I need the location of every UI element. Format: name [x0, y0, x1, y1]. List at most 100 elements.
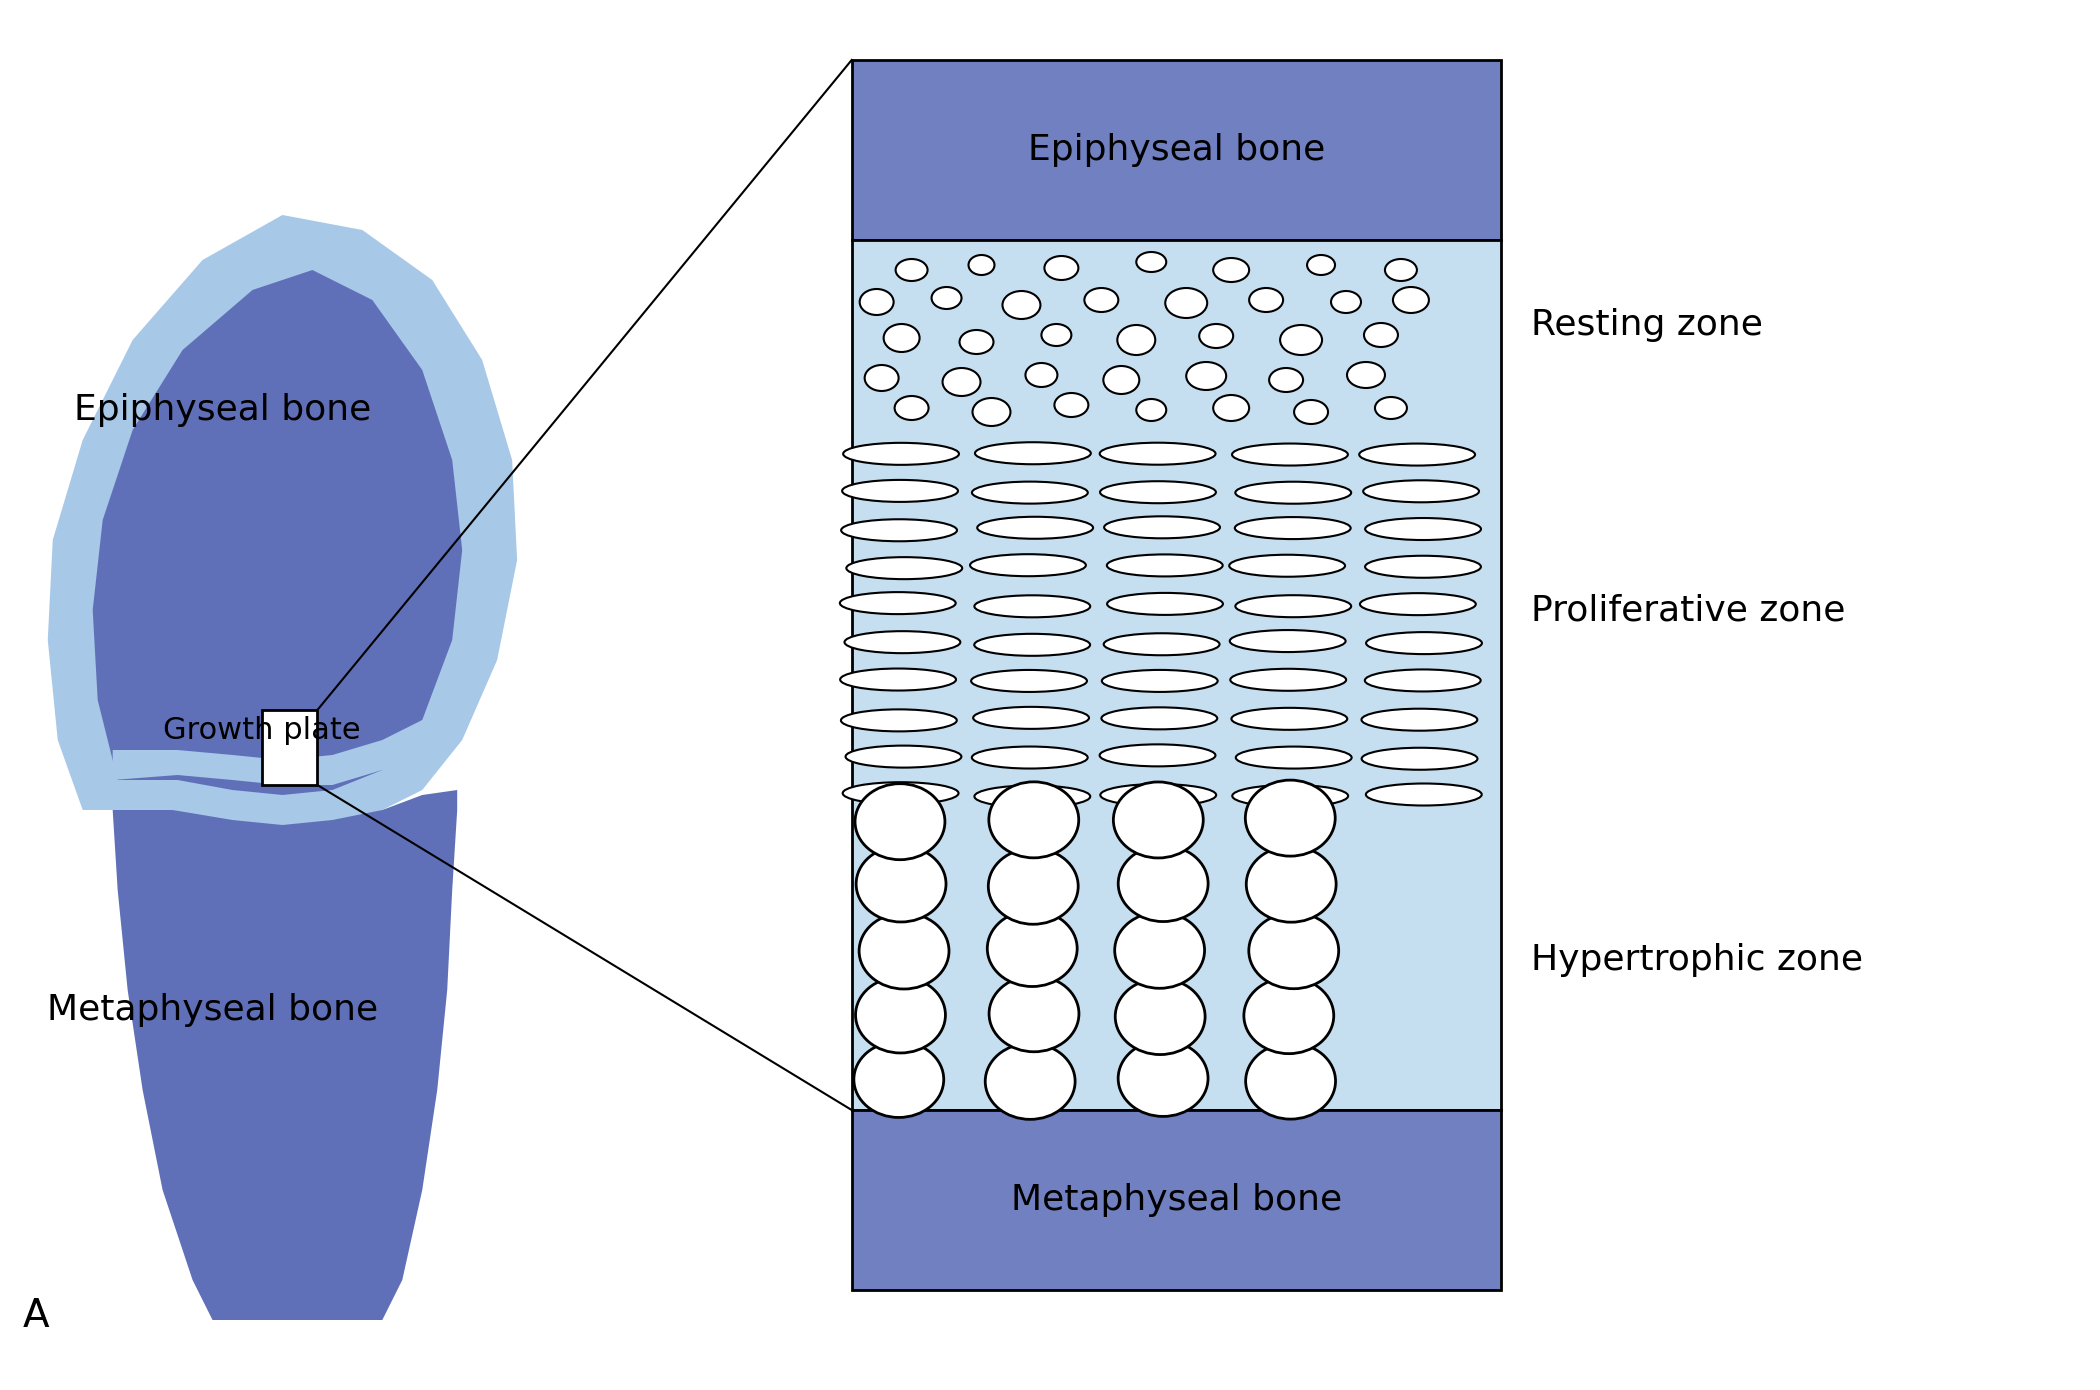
Ellipse shape	[1115, 979, 1205, 1055]
Ellipse shape	[1231, 669, 1346, 691]
Ellipse shape	[1346, 361, 1386, 388]
Ellipse shape	[974, 442, 1090, 464]
Ellipse shape	[1233, 443, 1348, 466]
Ellipse shape	[846, 557, 962, 580]
Ellipse shape	[1306, 254, 1336, 275]
Ellipse shape	[1365, 556, 1480, 578]
Ellipse shape	[972, 708, 1090, 728]
Ellipse shape	[1107, 594, 1222, 614]
Ellipse shape	[1136, 252, 1166, 272]
Polygon shape	[48, 215, 517, 826]
Ellipse shape	[976, 517, 1094, 539]
Ellipse shape	[1365, 518, 1480, 541]
Ellipse shape	[1245, 780, 1336, 856]
Ellipse shape	[1365, 322, 1399, 348]
Ellipse shape	[974, 634, 1090, 656]
Text: Hypertrophic zone: Hypertrophic zone	[1531, 942, 1863, 977]
Text: Metaphyseal bone: Metaphyseal bone	[46, 992, 378, 1027]
Ellipse shape	[1359, 443, 1474, 466]
Ellipse shape	[842, 520, 958, 541]
Ellipse shape	[1100, 784, 1216, 806]
Ellipse shape	[1361, 709, 1476, 731]
Ellipse shape	[989, 848, 1077, 924]
Ellipse shape	[1102, 366, 1140, 393]
Ellipse shape	[974, 595, 1090, 617]
Ellipse shape	[855, 977, 945, 1054]
Ellipse shape	[1245, 1042, 1336, 1119]
Ellipse shape	[1054, 393, 1088, 417]
Ellipse shape	[842, 443, 960, 464]
Polygon shape	[113, 790, 458, 1320]
Ellipse shape	[840, 709, 958, 731]
Ellipse shape	[859, 913, 949, 990]
Ellipse shape	[932, 286, 962, 309]
Ellipse shape	[865, 366, 899, 391]
Ellipse shape	[1100, 708, 1218, 730]
Ellipse shape	[1235, 517, 1350, 539]
Ellipse shape	[1250, 913, 1338, 988]
Polygon shape	[92, 270, 462, 795]
Ellipse shape	[1100, 745, 1216, 766]
Text: Epiphyseal bone: Epiphyseal bone	[74, 393, 372, 427]
Ellipse shape	[1365, 670, 1480, 691]
Ellipse shape	[989, 976, 1079, 1052]
Ellipse shape	[1042, 324, 1071, 346]
Ellipse shape	[1294, 400, 1327, 424]
Ellipse shape	[1268, 368, 1304, 392]
Ellipse shape	[1233, 785, 1348, 808]
Ellipse shape	[1199, 324, 1233, 348]
Ellipse shape	[1115, 912, 1205, 988]
Ellipse shape	[960, 329, 993, 354]
Ellipse shape	[1117, 1041, 1208, 1116]
Text: A: A	[23, 1297, 50, 1334]
Ellipse shape	[970, 555, 1086, 577]
Ellipse shape	[1113, 783, 1203, 858]
Ellipse shape	[1243, 977, 1334, 1054]
Ellipse shape	[859, 289, 895, 316]
Ellipse shape	[1235, 746, 1352, 769]
Ellipse shape	[1235, 595, 1350, 617]
Ellipse shape	[1002, 291, 1040, 318]
Ellipse shape	[884, 324, 920, 352]
Ellipse shape	[1186, 361, 1226, 391]
Bar	[262, 710, 317, 785]
Ellipse shape	[1044, 256, 1079, 279]
Ellipse shape	[895, 259, 928, 281]
Ellipse shape	[1361, 594, 1476, 616]
Ellipse shape	[840, 592, 956, 614]
Ellipse shape	[855, 784, 945, 859]
Ellipse shape	[1363, 481, 1478, 502]
Ellipse shape	[840, 669, 956, 691]
Ellipse shape	[985, 1044, 1075, 1119]
Ellipse shape	[842, 783, 958, 805]
Ellipse shape	[842, 480, 958, 502]
Ellipse shape	[1100, 481, 1216, 503]
Ellipse shape	[1102, 670, 1218, 692]
Ellipse shape	[1100, 442, 1216, 464]
Ellipse shape	[972, 481, 1088, 503]
Ellipse shape	[943, 368, 981, 396]
Ellipse shape	[1231, 630, 1346, 652]
Ellipse shape	[1136, 399, 1166, 421]
Ellipse shape	[1231, 708, 1348, 730]
Ellipse shape	[1245, 847, 1336, 922]
Ellipse shape	[846, 745, 962, 767]
Ellipse shape	[844, 631, 960, 653]
Bar	[853, 60, 1502, 240]
Ellipse shape	[972, 746, 1088, 769]
Ellipse shape	[987, 910, 1077, 987]
Ellipse shape	[968, 254, 995, 275]
Bar	[853, 1111, 1502, 1290]
Ellipse shape	[1235, 482, 1350, 503]
Ellipse shape	[1361, 748, 1478, 770]
Ellipse shape	[1392, 286, 1428, 313]
Ellipse shape	[1105, 516, 1220, 538]
Ellipse shape	[989, 781, 1079, 858]
Ellipse shape	[1025, 363, 1058, 386]
Text: Proliferative zone: Proliferative zone	[1531, 594, 1846, 627]
Bar	[853, 240, 1502, 1111]
Ellipse shape	[1084, 288, 1119, 311]
Ellipse shape	[1107, 555, 1222, 577]
Ellipse shape	[1250, 288, 1283, 311]
Text: Epiphyseal bone: Epiphyseal bone	[1027, 133, 1325, 167]
